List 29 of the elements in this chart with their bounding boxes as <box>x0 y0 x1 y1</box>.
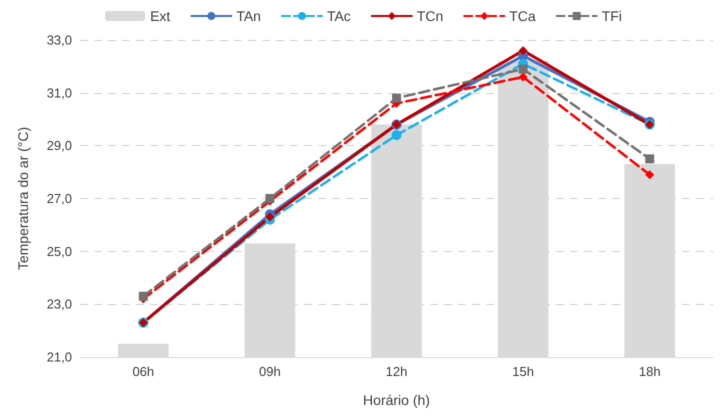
y-tick-label: 33,0 <box>46 32 72 48</box>
point <box>518 46 528 56</box>
legend-label: TCn <box>416 8 444 24</box>
x-tick-label: 18h <box>638 364 661 379</box>
x-axis-title: Horário (h) <box>363 392 430 408</box>
x-tick-label: 12h <box>386 364 408 379</box>
legend-label: Ext <box>150 8 170 24</box>
legend-label: TAn <box>236 8 261 24</box>
point <box>645 170 654 180</box>
legend-label: TFi <box>602 8 622 24</box>
y-tick-label: 23,0 <box>46 296 72 312</box>
legend-label: TCa <box>509 8 536 24</box>
y-tick-label: 21,0 <box>46 350 72 364</box>
y-tick-label: 31,0 <box>46 85 72 100</box>
y-tick-label: 29,0 <box>46 138 72 154</box>
point <box>392 130 402 140</box>
point <box>265 212 274 222</box>
x-tick-label: 06h <box>132 364 154 379</box>
point <box>392 94 401 103</box>
y-tick-label: 25,0 <box>46 244 72 259</box>
y-axis-title: Temperatura do ar (°C) <box>15 126 31 270</box>
point <box>645 154 654 164</box>
point <box>518 64 528 74</box>
point <box>265 194 274 203</box>
y-tick-label: 27,0 <box>46 191 72 206</box>
legend-label: TAc <box>326 8 351 24</box>
x-tick-label: 09h <box>259 364 281 379</box>
point <box>138 292 148 301</box>
x-tick-label: 15h <box>512 364 534 379</box>
